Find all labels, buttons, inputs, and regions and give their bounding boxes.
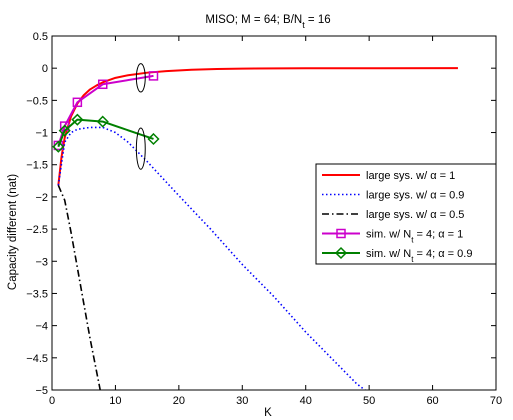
legend-label-part: α xyxy=(438,229,445,241)
annotation-ellipse-2 xyxy=(135,127,146,170)
series-4-point xyxy=(72,97,83,108)
series-2 xyxy=(57,126,367,390)
legend-label-part: = 4; xyxy=(413,229,438,241)
legend-label-part: large sys. w/ xyxy=(366,170,430,182)
legend-label-part: = 0.5 xyxy=(437,209,465,221)
legend-label-part: = 1 xyxy=(437,170,456,182)
legend-marker-4 xyxy=(336,228,346,239)
y-tick-label: −2.5 xyxy=(26,224,48,236)
series-3-line xyxy=(57,185,101,390)
legend-label-part: t xyxy=(411,235,414,244)
series-5-point xyxy=(52,140,65,153)
series-5 xyxy=(52,113,160,153)
series-1 xyxy=(57,67,458,186)
legend-label-part: = 0.9 xyxy=(445,248,473,260)
x-tick-label: 40 xyxy=(300,395,312,407)
y-tick-label: −4 xyxy=(35,321,48,333)
x-tick-label: 50 xyxy=(363,395,375,407)
legend-label-part: = 4; xyxy=(413,248,438,260)
series-5-line xyxy=(57,118,154,148)
legend-label-part: = 1 xyxy=(445,229,464,241)
chart-title-sub: t xyxy=(302,20,305,30)
legend-label-part: α xyxy=(430,170,437,182)
plot-area xyxy=(52,63,458,390)
x-tick-label: 30 xyxy=(236,395,248,407)
legend-label-part: sim. w/ N xyxy=(366,248,411,260)
series-5-point xyxy=(71,113,84,126)
y-tick-label: −3 xyxy=(35,256,48,268)
x-tick-label: 60 xyxy=(426,395,438,407)
axes: 0 10 20 30 40 50 60 70 0.5 0 −0.5 −1 −1.5 −2 −2.5 −3 −3.… xyxy=(26,31,502,407)
legend-label-2: large sys. w/ α = 0.9 xyxy=(366,190,464,202)
legend-label-part: large sys. w/ xyxy=(366,209,430,221)
legend-box xyxy=(315,163,497,265)
y-tick-label: 0 xyxy=(42,63,48,75)
y-tick-label: −2 xyxy=(35,192,48,204)
x-tick-label: 20 xyxy=(173,395,185,407)
legend-label-part: = 0.9 xyxy=(437,190,465,202)
series-2-line xyxy=(57,126,367,390)
y-tick-label: −1.5 xyxy=(26,160,48,172)
y-tick-label: −4.5 xyxy=(26,353,48,365)
x-tick-label: 0 xyxy=(49,395,55,407)
y-tick-label: 0.5 xyxy=(33,31,48,43)
series-5-point xyxy=(96,115,109,128)
x-tick-label: 70 xyxy=(490,395,502,407)
chart-title-tail: = 16 xyxy=(305,14,331,26)
legend-label-part: α xyxy=(430,190,437,202)
legend-label-4: sim. w/ Nt = 4; α = 1 xyxy=(366,229,463,245)
y-tick-label: −5 xyxy=(35,385,48,397)
chart-title: MISO; M = 64; B/Nt = 16 xyxy=(205,14,330,30)
legend-label-part: sim. w/ N xyxy=(366,229,411,241)
legend-label-part: α xyxy=(438,248,445,260)
series-1-line xyxy=(57,67,458,186)
series-4 xyxy=(53,71,159,151)
y-tick-label: −3.5 xyxy=(26,288,48,300)
series-4-point xyxy=(97,79,108,90)
series-3 xyxy=(57,185,101,390)
x-axis-label: K xyxy=(264,407,272,419)
y-tick-label: −1 xyxy=(35,128,48,140)
y-tick-label: −0.5 xyxy=(26,95,48,107)
chart-title-main: MISO; M = 64; B/N xyxy=(205,14,302,26)
legend-label-5: sim. w/ Nt = 4; α = 0.9 xyxy=(366,248,472,264)
legend-label-part: large sys. w/ xyxy=(366,190,430,202)
legend-marker-5 xyxy=(334,246,348,260)
legend-label-1: large sys. w/ α = 1 xyxy=(366,170,455,182)
series-5-point xyxy=(58,124,71,137)
series-5-point xyxy=(147,132,160,146)
legend-label-3: large sys. w/ α = 0.5 xyxy=(366,209,464,221)
series-4-point xyxy=(148,71,159,81)
annotation-ellipse-1 xyxy=(135,63,146,93)
x-tick-label: 10 xyxy=(109,395,121,407)
y-axis-label: Capacity different (nat) xyxy=(7,174,19,290)
legend-label-part: α xyxy=(430,209,437,221)
legend-label-part: t xyxy=(411,255,414,264)
